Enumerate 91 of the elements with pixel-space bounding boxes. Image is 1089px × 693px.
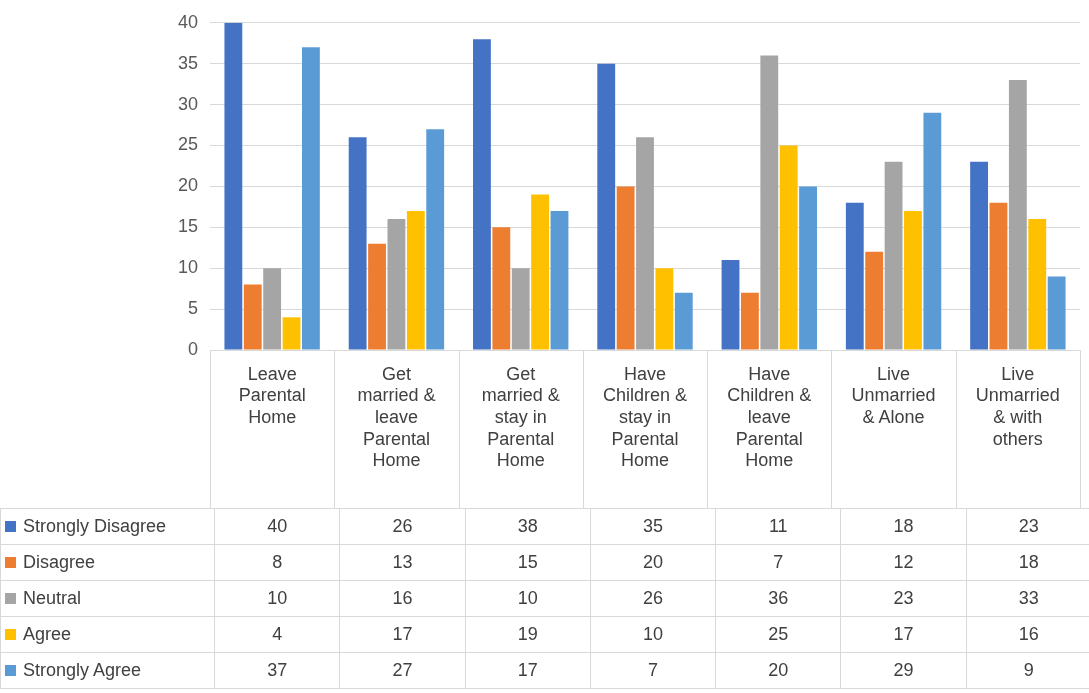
data-label: 11 [715, 508, 841, 545]
bar [406, 210, 425, 350]
data-label: 7 [715, 544, 841, 581]
data-label: 17 [339, 616, 466, 653]
bar [1008, 80, 1027, 350]
bar [243, 284, 262, 350]
bar [616, 186, 635, 350]
bar [511, 268, 530, 350]
data-label: 23 [840, 580, 967, 617]
x-tick-label: Leave Parental Home [238, 363, 306, 427]
data-label: 19 [465, 616, 591, 653]
data-label: 26 [590, 580, 716, 617]
bar [989, 202, 1008, 350]
bar [550, 210, 569, 350]
bar [760, 55, 779, 350]
data-label: 18 [840, 508, 967, 545]
data-label: 40 [214, 508, 340, 545]
bar [224, 22, 243, 350]
y-tick-label: 40 [177, 11, 198, 32]
x-tick-label: Get married & stay in Parental Home [481, 363, 560, 471]
bar [282, 317, 301, 350]
data-label: 7 [590, 652, 716, 689]
bar [473, 39, 491, 350]
bar [368, 243, 386, 350]
y-tick-label: 10 [177, 257, 198, 278]
x-tick-label: Have Children & stay in Parental Home [602, 363, 688, 471]
data-label: 27 [339, 652, 466, 689]
y-tick-label: 25 [177, 134, 198, 155]
y-tick-label: 20 [177, 175, 198, 196]
data-label: 35 [590, 508, 716, 545]
x-tick-label: Have Children & leave Parental Home [727, 363, 812, 471]
data-label: 33 [966, 580, 1089, 617]
data-label: 10 [590, 616, 716, 653]
bar [302, 47, 320, 350]
legend-label: Neutral [0, 580, 215, 617]
bar [970, 161, 988, 350]
data-label: 23 [966, 508, 1089, 545]
x-tick-label: Get married & leave Parental Home [357, 363, 436, 471]
data-label: 26 [339, 508, 466, 545]
bar [348, 137, 367, 350]
data-label: 17 [840, 616, 967, 653]
bar [1047, 276, 1066, 350]
bar [923, 112, 942, 350]
data-label: 36 [715, 580, 841, 617]
bar [636, 137, 654, 350]
data-label: 20 [590, 544, 716, 581]
bar [263, 268, 282, 350]
data-label: 16 [339, 580, 466, 617]
y-tick-label: 15 [177, 216, 198, 237]
data-label: 16 [966, 616, 1089, 653]
data-label: 13 [339, 544, 466, 581]
bar [740, 292, 759, 350]
bar [492, 227, 511, 350]
data-label: 9 [966, 652, 1089, 689]
bar [904, 210, 922, 350]
x-tick-label: Live Unmarried & Alone [851, 363, 936, 427]
bar [865, 251, 884, 350]
y-tick-label: 0 [187, 338, 198, 359]
bar [531, 194, 550, 350]
bar [884, 161, 903, 350]
data-label: 10 [214, 580, 340, 617]
bar [674, 292, 693, 350]
legend-label: Strongly Agree [0, 652, 215, 689]
data-label: 8 [214, 544, 340, 581]
data-label: 29 [840, 652, 967, 689]
y-tick-label: 5 [187, 298, 198, 319]
bar [655, 268, 674, 350]
bar [597, 63, 616, 350]
data-label: 17 [465, 652, 591, 689]
bar [1028, 219, 1047, 350]
x-tick-label: Live Unmarried & with others [975, 363, 1060, 449]
data-label: 25 [715, 616, 841, 653]
bar [799, 186, 817, 350]
data-label: 12 [840, 544, 967, 581]
data-label: 15 [465, 544, 591, 581]
data-label: 10 [465, 580, 591, 617]
bar [387, 219, 406, 350]
y-tick-label: 35 [177, 52, 198, 73]
bar [845, 202, 864, 350]
bar [426, 129, 445, 350]
y-tick-label: 30 [177, 93, 198, 114]
data-label: 4 [214, 616, 340, 653]
legend-label: Strongly Disagree [0, 508, 215, 545]
bar [721, 260, 740, 350]
data-label: 37 [214, 652, 340, 689]
legend-label: Agree [0, 616, 215, 653]
data-label: 20 [715, 652, 841, 689]
bar [779, 145, 798, 350]
data-label: 18 [966, 544, 1089, 581]
legend-label: Disagree [0, 544, 215, 581]
data-label: 38 [465, 508, 591, 545]
